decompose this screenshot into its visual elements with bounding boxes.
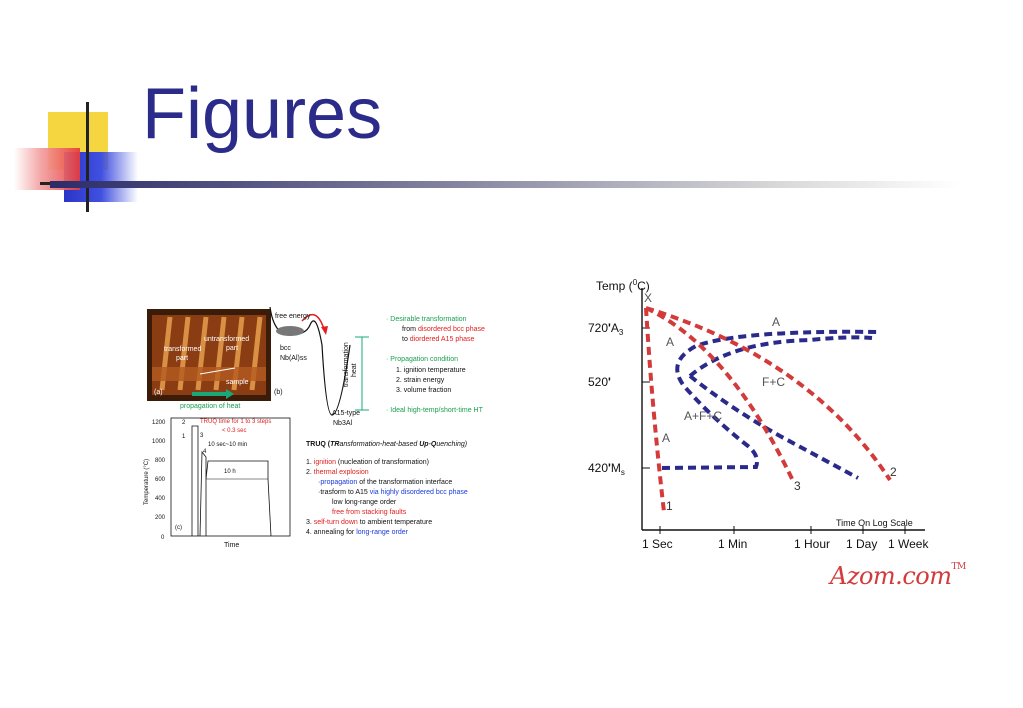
- azom-logo: Azom.comTM: [830, 562, 966, 590]
- truq-line-6: free from stacking faults: [332, 509, 407, 516]
- photo-transformed-line1: transformed: [164, 346, 201, 353]
- propagation-arrow: [192, 389, 234, 399]
- chart-label-c: (c): [175, 525, 182, 531]
- temp-xlabel: Time: [224, 542, 239, 549]
- note-item: 2. strain energy: [396, 377, 445, 384]
- region-fc: F+C: [762, 375, 785, 389]
- truq-line-3: ·propagation of the transformation inter…: [318, 479, 452, 486]
- transformation-heat-line1: transformation: [343, 342, 350, 387]
- note-item: 1. ignition temperature: [396, 367, 466, 374]
- nb3al-label: Nb3Al: [333, 420, 353, 427]
- photo-transformed-line2: part: [176, 355, 188, 362]
- curve-label-3: 3: [794, 479, 801, 493]
- ytick: 1000: [152, 439, 166, 445]
- step-label: 3: [200, 433, 204, 439]
- truq-line-8: 4. annealing for long-range order: [306, 529, 409, 536]
- ttt-xtick: 1 Day: [846, 537, 877, 551]
- ttt-tick-720: 720'A3: [588, 321, 624, 337]
- note-desirable: · Desirable transformation: [386, 316, 467, 323]
- ttt-xtick: 1 Min: [718, 537, 747, 551]
- truq-line-1: 1. ignition (nucleation of transformatio…: [306, 459, 429, 466]
- truq-description: TRUQ (TRansformation-heat-based Up-Quenc…: [306, 441, 468, 536]
- energy-diagram: free energy bcc Nb(Al)ss transformation …: [269, 306, 369, 427]
- ytick: 200: [155, 515, 166, 521]
- note-from: from disordered bcc phase: [402, 326, 485, 333]
- region-x: X: [644, 291, 652, 305]
- truq-heading: TRUQ (TRansformation-heat-based Up-Quenc…: [306, 441, 467, 448]
- ttt-xtick: 1 Sec: [642, 537, 673, 551]
- nb-al-label: Nb(Al)ss: [280, 355, 307, 362]
- photo-sample: sample: [226, 379, 249, 386]
- curve-label-1: 1: [666, 499, 673, 513]
- ten-sec-label: 10 sec~10 min: [208, 442, 247, 448]
- truq-line-5: low long-range order: [332, 499, 397, 506]
- decor-vertical-line: [86, 102, 89, 212]
- ytick: 0: [161, 535, 165, 541]
- cooling-curves: [644, 306, 892, 513]
- note-propagation: · Propagation condition: [386, 356, 458, 363]
- propagation-of-heat: propagation of heat: [180, 403, 240, 410]
- region-a-low: A: [662, 431, 670, 445]
- ttt-axis-title: Time On Log Scale: [836, 518, 913, 528]
- note-item: 3. volume fraction: [396, 387, 451, 394]
- ttt-xtick: 1 Hour: [794, 537, 830, 551]
- step-label: 4: [203, 449, 207, 455]
- ytick: 800: [155, 458, 166, 464]
- truq-line-2: 2. thermal explosion: [306, 469, 369, 476]
- a15-type-label: A15-type: [332, 410, 360, 417]
- lt-label: < 0.3 sec: [222, 428, 247, 434]
- ten-h-label: 10 h: [224, 469, 236, 475]
- photo-untransformed-line1: untransformed: [204, 336, 249, 343]
- curve-label-2: 2: [890, 465, 897, 479]
- truq-line-7: 3. self-turn down to ambient temperature: [306, 519, 432, 526]
- ttt-xtick: 1 Week: [888, 537, 929, 551]
- ttt-tick-420: 420'Ms: [588, 461, 625, 477]
- bcc-label: bcc: [280, 345, 291, 352]
- ytick: 400: [155, 496, 166, 502]
- step-label: 2: [182, 420, 186, 426]
- slide-title: Figures: [142, 74, 383, 154]
- photo-untransformed-line2: part: [226, 345, 238, 352]
- truq-time-label: TRUQ time for 1 to 3 steps: [200, 419, 271, 425]
- free-energy-label: free energy: [275, 313, 311, 320]
- transformation-notes: · Desirable transformation from disorder…: [386, 316, 485, 414]
- ytick: 600: [155, 477, 166, 483]
- left-figure: transformed part untransformed part samp…: [144, 306, 485, 549]
- diagram-label-b: (b): [274, 389, 283, 396]
- note-ideal: · Ideal high-temp/short-time HT: [386, 407, 484, 414]
- transformation-heat-line2: heat: [351, 363, 358, 377]
- note-to: to diordered A15 phase: [402, 336, 475, 343]
- truq-line-4: ·trasform to A15 via highly disordered b…: [318, 489, 468, 496]
- furnace-photo: transformed part untransformed part samp…: [147, 309, 271, 401]
- region-a-left: A: [666, 335, 674, 349]
- ytick: 1200: [152, 420, 166, 426]
- photo-label-a: (a): [154, 389, 163, 396]
- ttt-diagram: Temp (0C) 720'A3 520' 420'Ms X A A F+C A…: [588, 278, 929, 551]
- transformation-boundaries: [661, 329, 881, 480]
- title-underline: [50, 181, 960, 188]
- ttt-tick-520: 520': [588, 375, 611, 389]
- temperature-chart: 1200 1000 800 600 400 200 0 Temperature …: [144, 417, 291, 549]
- temp-ylabel: Temperature (°C): [144, 459, 150, 505]
- step-label: 1: [182, 434, 186, 440]
- region-afc: A+F+C: [684, 409, 722, 423]
- ttt-ylabel: Temp (0C): [596, 278, 650, 293]
- region-a-top: A: [772, 315, 780, 329]
